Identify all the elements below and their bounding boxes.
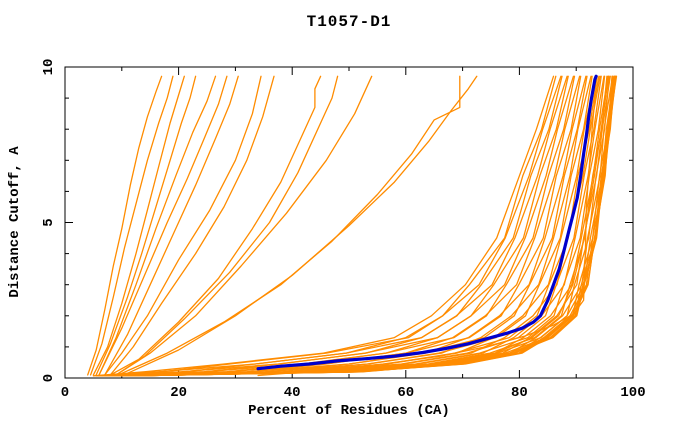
model-curve xyxy=(104,75,239,376)
x-tick-label: 100 xyxy=(620,385,645,401)
model-curve xyxy=(109,75,275,376)
model-curve xyxy=(109,75,582,377)
model-curve xyxy=(87,75,163,376)
model-curve xyxy=(123,75,602,377)
x-tick-label: 40 xyxy=(284,385,301,401)
model-curve xyxy=(98,75,228,376)
model-curve xyxy=(130,75,615,377)
x-tick-label: 80 xyxy=(511,385,528,401)
y-tick-label: 10 xyxy=(41,59,57,76)
x-tick-label: 20 xyxy=(170,385,187,401)
model-curve xyxy=(104,75,569,377)
model-curve xyxy=(104,75,262,376)
model-curve xyxy=(126,75,478,374)
model-curve xyxy=(125,75,606,377)
y-tick-label: 5 xyxy=(41,218,57,226)
model-curve xyxy=(115,75,588,377)
model-curve xyxy=(92,75,555,377)
x-axis-label: Percent of Residues (CA) xyxy=(248,403,450,419)
model-curve xyxy=(92,75,185,376)
model-curve xyxy=(118,75,597,377)
model-curve xyxy=(98,75,217,376)
model-curve xyxy=(121,75,461,374)
plot-title: T1057-D1 xyxy=(306,13,392,31)
model-curve xyxy=(95,75,197,376)
model-curve xyxy=(115,75,373,376)
model-curve xyxy=(121,75,601,377)
x-tick-label: 60 xyxy=(397,385,414,401)
model-curve xyxy=(118,75,593,377)
model-curve xyxy=(257,75,600,377)
model-curve xyxy=(101,75,568,377)
model-curve xyxy=(127,75,610,377)
y-tick-label: 0 xyxy=(41,374,57,382)
model-curve xyxy=(109,75,322,376)
model-curve xyxy=(132,75,618,377)
highlighted-model-curve xyxy=(256,74,598,371)
model-curve xyxy=(96,75,562,377)
x-tick-label: 0 xyxy=(61,385,69,401)
model-curve xyxy=(89,75,174,376)
model-curve xyxy=(115,75,339,376)
